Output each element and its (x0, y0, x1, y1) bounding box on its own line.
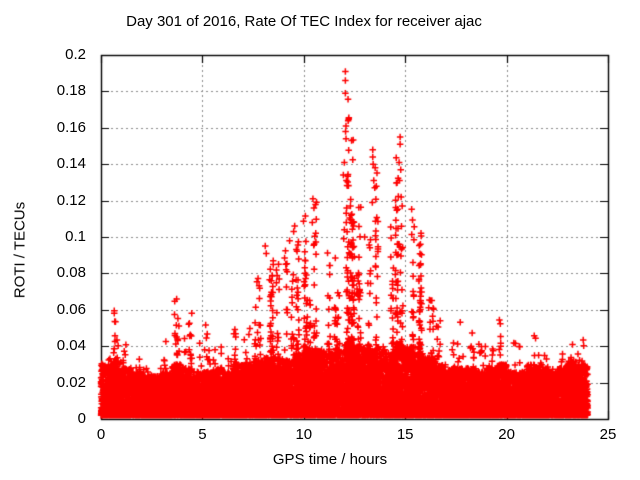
y-tick-label: 0.06 (56, 300, 86, 318)
y-tick-label: 0.1 (65, 228, 86, 245)
y-tick-label: 0.08 (56, 264, 86, 282)
y-tick-label: 0.16 (56, 118, 86, 136)
y-tick-label: 0.12 (56, 191, 86, 209)
x-tick-label: 20 (498, 426, 515, 443)
y-tick-label: 0.2 (65, 46, 86, 63)
y-tick-label: 0.14 (56, 155, 86, 173)
y-tick-label: 0.02 (56, 373, 86, 391)
x-tick-label: 25 (599, 426, 617, 443)
x-tick-label: 5 (198, 426, 207, 443)
x-axis-label: GPS time / hours (272, 451, 388, 468)
x-tick-label: 0 (96, 426, 106, 443)
y-tick-label: 0.18 (56, 82, 86, 100)
x-tick-label: 10 (295, 426, 313, 443)
chart-title: Day 301 of 2016, Rate Of TEC Index for r… (126, 13, 482, 30)
y-tick-label: 0 (77, 410, 86, 427)
x-tick-label: 15 (396, 426, 414, 443)
y-axis-label: ROTI / TECUs (11, 201, 29, 299)
y-tick-label: 0.04 (56, 337, 86, 355)
